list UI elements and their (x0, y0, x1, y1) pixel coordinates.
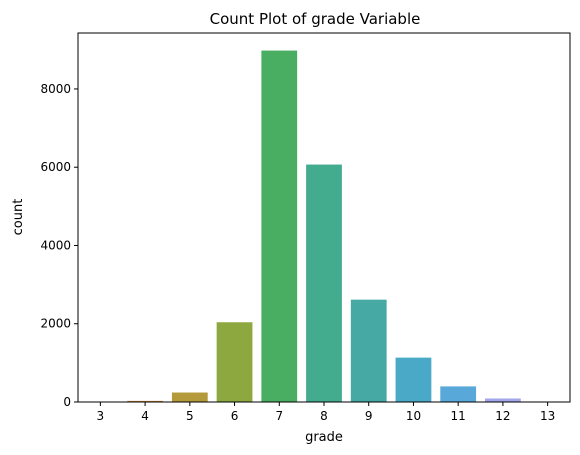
x-tick-label-11: 11 (451, 409, 466, 423)
y-tick-label-0: 0 (63, 395, 71, 409)
x-tick-label-4: 4 (141, 409, 149, 423)
bar-7 (261, 51, 297, 402)
bar-6 (217, 322, 253, 402)
x-tick-label-7: 7 (275, 409, 283, 423)
bar-11 (440, 386, 476, 402)
x-tick-label-6: 6 (231, 409, 239, 423)
x-axis-label: grade (305, 430, 343, 445)
x-tick-label-5: 5 (186, 409, 194, 423)
x-axis-ticks: 3 4 5 6 7 8 9 10 11 12 13 (97, 402, 556, 423)
y-axis-label: count (11, 199, 26, 236)
bar-9 (351, 300, 387, 402)
bar-12 (485, 398, 521, 402)
y-tick-label-8000: 8000 (40, 82, 71, 96)
x-tick-label-8: 8 (320, 409, 328, 423)
x-tick-label-10: 10 (406, 409, 421, 423)
x-tick-label-12: 12 (495, 409, 510, 423)
y-tick-label-4000: 4000 (40, 238, 71, 252)
y-tick-label-2000: 2000 (40, 317, 71, 331)
bar-5 (172, 393, 208, 402)
bar-group (82, 51, 565, 402)
y-axis-ticks: 0 2000 4000 6000 8000 (40, 82, 78, 409)
x-tick-label-9: 9 (365, 409, 373, 423)
x-tick-label-13: 13 (540, 409, 555, 423)
y-tick-label-6000: 6000 (40, 160, 71, 174)
bar-8 (306, 165, 342, 402)
bar-10 (396, 358, 432, 402)
x-tick-label-3: 3 (97, 409, 105, 423)
chart-title: Count Plot of grade Variable (210, 10, 421, 28)
